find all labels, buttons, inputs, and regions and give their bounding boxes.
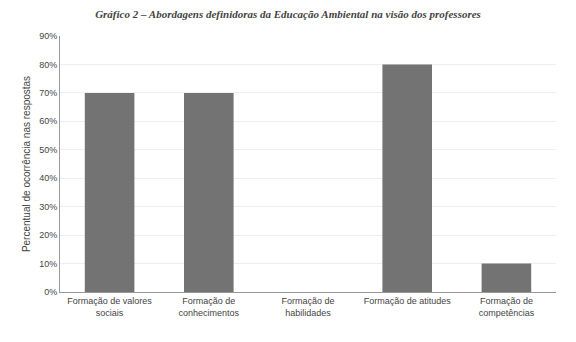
svg-text:Formação de valoressociais: Formação de valoressociais — [67, 296, 152, 318]
svg-text:90%: 90% — [39, 31, 57, 41]
svg-text:Formação dehabilidades: Formação dehabilidades — [281, 296, 334, 318]
svg-text:20%: 20% — [39, 230, 57, 240]
svg-text:Formação deconhecimentos: Formação deconhecimentos — [179, 296, 240, 318]
svg-text:60%: 60% — [39, 116, 57, 126]
svg-text:80%: 80% — [39, 60, 57, 70]
svg-text:Percentual de ocorrência nas r: Percentual de ocorrência nas respostas — [21, 76, 32, 252]
svg-text:Formação de atitudes: Formação de atitudes — [364, 296, 452, 306]
svg-text:10%: 10% — [39, 259, 57, 269]
svg-text:50%: 50% — [39, 145, 57, 155]
svg-text:70%: 70% — [39, 88, 57, 98]
svg-text:Formação decompetências: Formação decompetências — [479, 296, 535, 318]
svg-text:30%: 30% — [39, 202, 57, 212]
svg-text:40%: 40% — [39, 173, 57, 183]
svg-text:Gráfico 2 – Abordagens definid: Gráfico 2 – Abordagens definidoras da Ed… — [95, 8, 481, 20]
svg-text:0%: 0% — [44, 287, 57, 297]
